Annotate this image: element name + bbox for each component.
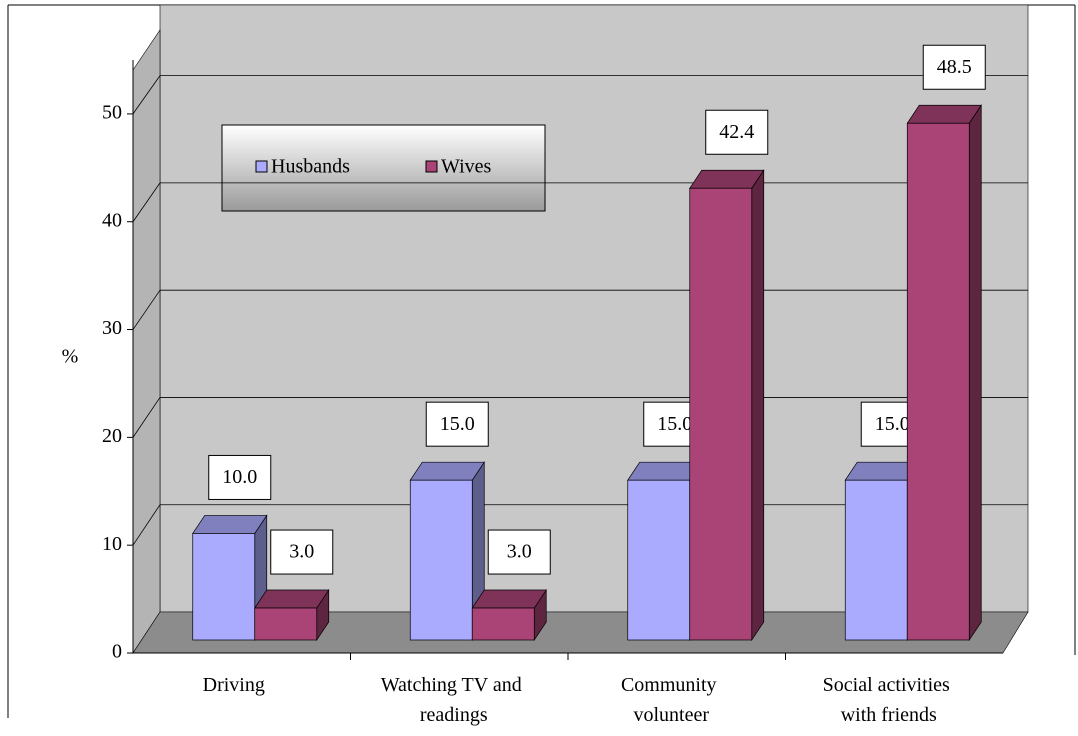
grid-line xyxy=(132,504,161,546)
data-label: 42.4 xyxy=(719,121,754,143)
bar-front xyxy=(906,122,970,641)
grid-line xyxy=(132,75,161,115)
data-label-box xyxy=(705,109,769,155)
y-tick-label: 10 xyxy=(102,533,122,555)
bar xyxy=(192,514,268,642)
bar-side xyxy=(751,169,765,642)
data-label: 15.0 xyxy=(875,413,910,435)
data-label-box xyxy=(922,44,986,90)
bar-front xyxy=(254,607,318,641)
bar-top xyxy=(192,515,268,534)
data-label-box xyxy=(270,529,334,575)
data-label-box xyxy=(425,401,489,447)
bar-front xyxy=(192,533,256,641)
bar-top xyxy=(254,589,330,609)
bar xyxy=(906,104,982,642)
y-axis-label: % xyxy=(62,346,79,368)
y-tick-label: 50 xyxy=(102,102,122,124)
y-tick-label: 40 xyxy=(102,209,122,231)
legend-box xyxy=(221,124,546,212)
legend-label: Wives xyxy=(441,156,492,178)
bar-front xyxy=(471,607,535,641)
y-tick-label: 20 xyxy=(102,425,122,447)
y-tick-label: 30 xyxy=(102,317,122,339)
bar xyxy=(471,588,547,642)
data-label: 3.0 xyxy=(507,541,532,563)
data-label: 48.5 xyxy=(937,56,972,78)
bar xyxy=(689,169,765,642)
bar-top xyxy=(409,461,485,481)
legend: Husbands Wives xyxy=(221,124,546,212)
x-tick-label: Watching TV and readings newspapers xyxy=(381,674,522,731)
data-label: 10.0 xyxy=(222,466,257,488)
side-wall xyxy=(132,29,161,655)
legend-swatch xyxy=(255,160,268,173)
data-label: 15.0 xyxy=(440,413,475,435)
bar xyxy=(409,461,485,642)
grid-line xyxy=(132,182,161,222)
legend-swatch xyxy=(425,160,438,173)
bar-front xyxy=(689,187,753,641)
bar-side xyxy=(968,104,982,642)
bar-front xyxy=(627,479,691,641)
data-label: 3.0 xyxy=(289,541,314,563)
bar-front xyxy=(844,479,908,641)
data-label: 15.0 xyxy=(657,413,692,435)
bar-top xyxy=(471,589,547,609)
grid-line xyxy=(132,397,161,438)
bar-front xyxy=(409,479,473,641)
bar xyxy=(254,588,330,642)
x-tick-label: Social activities with friends xyxy=(823,674,950,726)
y-tick-label: 0 xyxy=(112,641,122,663)
bar-top xyxy=(906,104,982,124)
legend-label: Husbands xyxy=(271,156,350,178)
grid-line xyxy=(132,289,161,330)
data-label-box xyxy=(208,454,272,500)
data-label-box xyxy=(487,529,551,575)
x-tick-label: Driving xyxy=(203,674,265,696)
x-tick-label: Community volunteer activities xyxy=(621,674,717,731)
bar-top xyxy=(689,169,765,189)
